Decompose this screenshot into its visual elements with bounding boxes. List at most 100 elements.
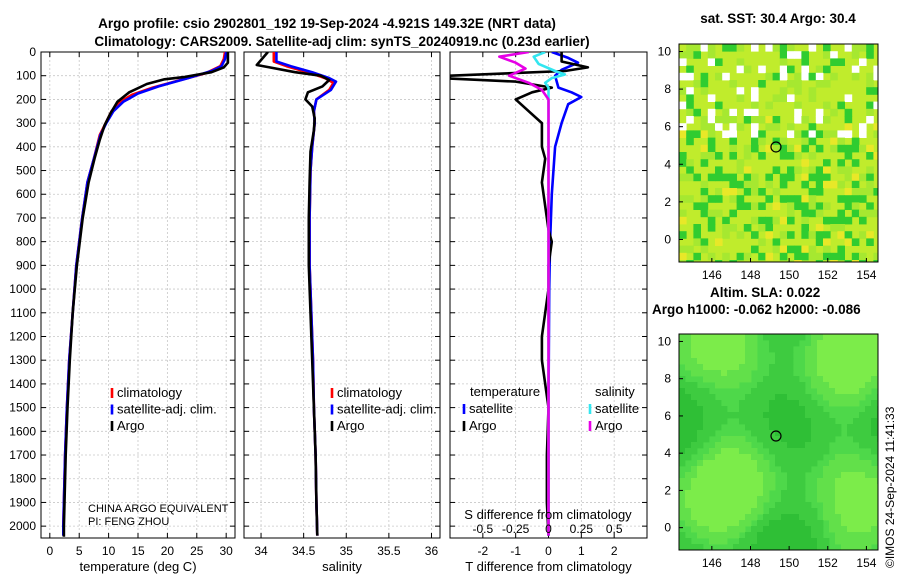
map-cell xyxy=(841,394,848,401)
map-cell xyxy=(871,346,878,353)
map-cell xyxy=(808,209,817,218)
map-cell xyxy=(793,448,800,455)
map-cell xyxy=(700,130,709,138)
map-cell xyxy=(859,260,867,262)
map-cell xyxy=(715,209,723,218)
map-cell xyxy=(700,152,709,160)
map-cell xyxy=(799,460,806,467)
map-cell xyxy=(847,394,854,401)
map-cell xyxy=(775,394,782,401)
map-cell xyxy=(758,202,766,210)
map-cell xyxy=(787,484,794,491)
map-cell xyxy=(799,514,806,521)
map-cell xyxy=(823,538,830,545)
map-cell xyxy=(781,544,788,550)
map-cell xyxy=(691,508,698,515)
map-cell xyxy=(823,260,831,262)
map-cell xyxy=(851,65,860,74)
map-cell xyxy=(733,358,740,365)
map-cell xyxy=(751,538,758,545)
map-cell xyxy=(743,224,752,232)
map-cell xyxy=(801,216,809,225)
map-cell xyxy=(721,520,728,527)
map-cell xyxy=(847,490,854,497)
map-cell xyxy=(679,58,687,66)
map-cell xyxy=(715,346,722,353)
map-cell xyxy=(844,152,853,160)
map-cell xyxy=(787,478,794,485)
map-cell xyxy=(685,472,692,479)
map-cell xyxy=(853,334,860,341)
map-cell xyxy=(847,430,854,437)
map-cell xyxy=(758,224,766,232)
map-cell xyxy=(779,173,788,182)
map-cell xyxy=(793,460,800,467)
map-cell xyxy=(707,173,716,182)
map-cell xyxy=(743,108,752,117)
map-cell xyxy=(815,80,824,88)
map-cell xyxy=(721,382,728,389)
map-cell xyxy=(686,166,694,174)
map-cell xyxy=(758,65,766,74)
map-cell xyxy=(739,364,746,371)
map-cell xyxy=(793,514,800,521)
map-cell xyxy=(871,340,878,347)
map-cell xyxy=(679,478,686,485)
y-tick-label: 1600 xyxy=(9,424,36,438)
map-cell xyxy=(722,72,730,81)
y-tick-label: 500 xyxy=(16,164,36,178)
map-cell xyxy=(859,514,866,521)
map-cell xyxy=(837,209,845,218)
map-cell xyxy=(859,490,866,497)
map-cell xyxy=(736,123,745,131)
map-cell xyxy=(727,466,734,473)
map-cell xyxy=(685,340,692,347)
map-cell xyxy=(775,382,782,389)
map-frame xyxy=(678,43,879,263)
map-cell xyxy=(727,508,734,515)
map-cell xyxy=(736,202,745,210)
map-cell xyxy=(823,424,830,431)
map-cell xyxy=(709,370,716,377)
map-cell xyxy=(715,340,722,347)
map-cell xyxy=(751,544,758,550)
map-cell xyxy=(703,346,710,353)
map-cell xyxy=(799,496,806,503)
map-cell xyxy=(779,72,788,81)
map-cell xyxy=(853,526,860,533)
map-cell xyxy=(829,364,836,371)
map-cell xyxy=(817,406,824,413)
map-cell xyxy=(736,180,745,189)
map-cell xyxy=(727,496,734,503)
map-cell xyxy=(851,202,860,210)
map-cell xyxy=(815,173,824,182)
map-cell xyxy=(781,400,788,407)
map-cell xyxy=(733,514,740,521)
map-cell xyxy=(679,209,687,218)
map-cell xyxy=(829,526,836,533)
map-cell xyxy=(815,130,824,138)
map-cell xyxy=(679,532,686,539)
map-cell xyxy=(745,340,752,347)
map-cell xyxy=(865,538,872,545)
map-cell xyxy=(844,260,853,262)
map-cell xyxy=(751,87,759,95)
map-cell xyxy=(871,502,878,509)
map-cell xyxy=(835,346,842,353)
map-cell xyxy=(811,508,818,515)
map-cell xyxy=(685,538,692,545)
map-cell xyxy=(751,526,758,533)
map-cell xyxy=(703,430,710,437)
map-cell xyxy=(787,538,794,545)
map-cell xyxy=(772,72,781,81)
map-cell xyxy=(835,478,842,485)
map-cell xyxy=(851,260,860,262)
map-cell xyxy=(769,340,776,347)
map-cell xyxy=(794,101,802,110)
map-cell xyxy=(745,400,752,407)
map-cell xyxy=(811,370,818,377)
map-cell xyxy=(787,65,795,74)
map-cell xyxy=(865,466,872,473)
map-cell xyxy=(853,502,860,509)
map-cell xyxy=(691,418,698,425)
